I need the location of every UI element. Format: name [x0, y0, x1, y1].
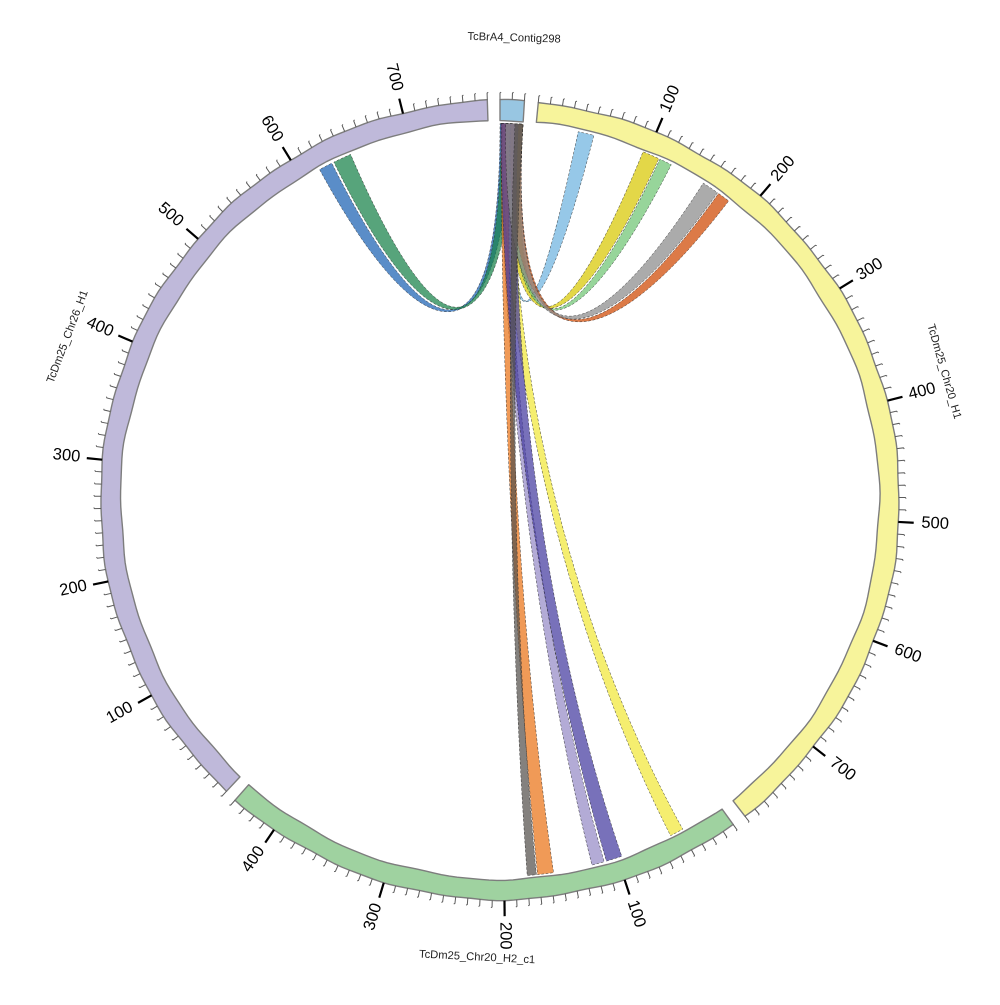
svg-text:200: 200 [496, 922, 514, 950]
svg-text:300: 300 [52, 445, 81, 466]
svg-text:500: 500 [921, 514, 949, 533]
